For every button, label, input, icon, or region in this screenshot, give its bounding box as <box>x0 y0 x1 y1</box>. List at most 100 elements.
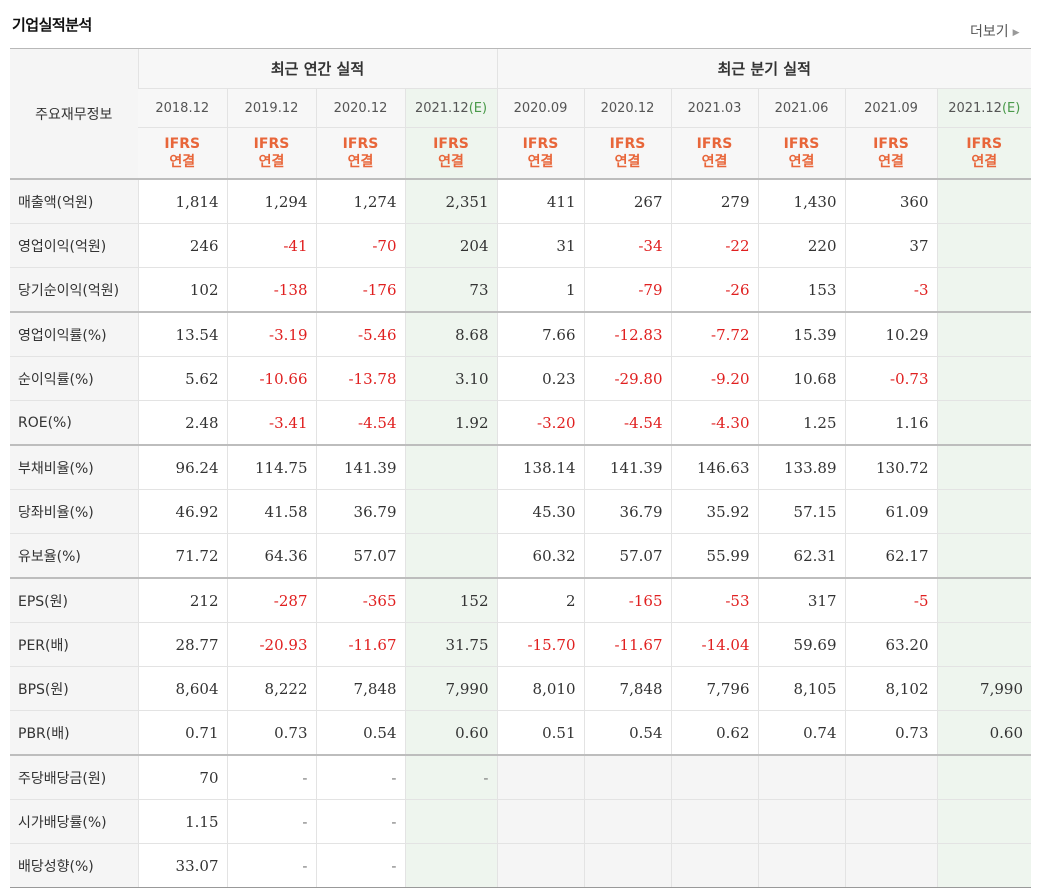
row-label: BPS(원) <box>10 666 138 711</box>
table-row: 영업이익(억원) 246 -41 -70 204 31 -34 -22 220 37 <box>10 223 1031 268</box>
value-cell <box>757 799 845 844</box>
value-cell: -13.78 <box>315 356 405 401</box>
value-cell: 0.62 <box>670 710 758 756</box>
ifrs-label: IFRS <box>342 136 379 152</box>
value-cell: 0.73 <box>844 710 937 756</box>
value-cell <box>583 799 671 844</box>
ifrs-badge: IFRS 연결 <box>583 127 671 180</box>
table-row: 부채비율(%) 96.24 114.75 141.39 138.14 141.39 146.… <box>10 444 1031 490</box>
value-cell: 7,990 <box>404 666 497 711</box>
value-cell: 61.09 <box>844 489 937 534</box>
value-cell: 57.15 <box>757 489 845 534</box>
value-cell <box>757 843 845 888</box>
row-label: 순이익률(%) <box>10 356 138 401</box>
period-header: 2021.03 <box>670 88 758 128</box>
ifrs-label: IFRS <box>696 136 733 152</box>
ifrs-badge: IFRS 연결 <box>670 127 758 180</box>
value-cell: 2.48 <box>137 400 227 446</box>
annual-group-title: 최근 연간 실적 <box>137 48 497 89</box>
value-cell: 8,604 <box>137 666 227 711</box>
value-cell: -70 <box>315 223 405 268</box>
value-cell: 141.39 <box>583 444 671 490</box>
value-cell: 0.73 <box>226 710 316 756</box>
period-header: 2020.12 <box>315 88 405 128</box>
table-row: 당기순이익(억원) 102 -138 -176 73 1 -79 -26 153 -3 <box>10 267 1031 313</box>
value-cell <box>670 843 758 888</box>
value-cell <box>404 444 497 490</box>
value-cell: - <box>315 799 405 844</box>
value-cell <box>936 400 1031 446</box>
row-label: 주당배당금(원) <box>10 754 138 800</box>
table-row: 배당성향(%) 33.07- - <box>10 843 1031 888</box>
value-cell: -0.73 <box>844 356 937 401</box>
table-row: 주당배당금(원) 70- - - <box>10 754 1031 800</box>
more-link[interactable]: 더보기 ▶ <box>970 21 1020 41</box>
value-cell <box>936 799 1031 844</box>
value-cell: -176 <box>315 267 405 313</box>
value-cell: 1 <box>496 267 584 313</box>
row-label: 유보율(%) <box>10 533 138 579</box>
value-cell: 13.54 <box>137 311 227 357</box>
estimate-marker: (E) <box>468 100 488 116</box>
value-cell <box>936 356 1031 401</box>
value-cell: 152 <box>404 577 497 623</box>
value-cell: 204 <box>404 223 497 268</box>
value-cell <box>670 754 758 800</box>
value-cell <box>496 799 584 844</box>
value-cell: 2,351 <box>404 178 497 224</box>
value-cell: -15.70 <box>496 622 584 667</box>
value-cell: 2 <box>496 577 584 623</box>
value-cell <box>844 754 937 800</box>
value-cell: -11.67 <box>315 622 405 667</box>
value-cell: 60.32 <box>496 533 584 579</box>
value-cell <box>583 843 671 888</box>
ifrs-badge: IFRS 연결 <box>138 127 227 180</box>
table-row: 순이익률(%) 5.62 -10.66 -13.78 3.10 0.23 -29.80 -9.… <box>10 356 1031 401</box>
ifrs-label: IFRS <box>522 136 559 152</box>
value-cell: 57.07 <box>315 533 405 579</box>
period-header: 2021.12(E) <box>404 88 497 128</box>
value-cell: -10.66 <box>226 356 316 401</box>
table-row: 영업이익률(%) 13.54 -3.19 -5.46 8.68 7.66 -12.83 -7.… <box>10 311 1031 357</box>
value-cell: -22 <box>670 223 758 268</box>
ifrs-label: IFRS <box>253 136 290 152</box>
value-cell: -3.41 <box>226 400 316 446</box>
value-cell: 267 <box>583 178 671 224</box>
value-cell: 102 <box>137 267 227 313</box>
value-cell <box>844 843 937 888</box>
chevron-right-icon: ▶ <box>1012 28 1020 38</box>
value-cell: -287 <box>226 577 316 623</box>
value-cell: -7.72 <box>670 311 758 357</box>
value-cell: 0.60 <box>936 710 1031 756</box>
value-cell: 7,848 <box>315 666 405 711</box>
value-cell: -3 <box>844 267 937 313</box>
consolidated-label: 연결 <box>971 154 998 170</box>
value-cell: 1,430 <box>757 178 845 224</box>
value-cell: - <box>315 754 405 800</box>
value-cell: 7,848 <box>583 666 671 711</box>
value-cell: 8.68 <box>404 311 497 357</box>
period-header: 2018.12 <box>138 88 227 128</box>
row-label: EPS(원) <box>10 577 138 623</box>
period-label: 2019.12 <box>244 100 299 116</box>
consolidated-label: 연결 <box>614 154 641 170</box>
value-cell <box>583 754 671 800</box>
period-label: 2020.12 <box>333 100 388 116</box>
value-cell: 7.66 <box>496 311 584 357</box>
value-cell: 36.79 <box>583 489 671 534</box>
value-cell: 317 <box>757 577 845 623</box>
value-cell: 0.60 <box>404 710 497 756</box>
row-label: PER(배) <box>10 622 138 667</box>
value-cell <box>404 533 497 579</box>
value-cell: 146.63 <box>670 444 758 490</box>
period-header: 2019.12 <box>226 88 316 128</box>
value-cell <box>496 754 584 800</box>
value-cell: 0.51 <box>496 710 584 756</box>
period-label: 2021.06 <box>774 100 829 116</box>
ifrs-badge: IFRS 연결 <box>844 127 937 180</box>
value-cell: -4.54 <box>583 400 671 446</box>
ifrs-badge: IFRS 연결 <box>226 127 316 180</box>
value-cell: 15.39 <box>757 311 845 357</box>
value-cell <box>496 843 584 888</box>
value-cell: -165 <box>583 577 671 623</box>
